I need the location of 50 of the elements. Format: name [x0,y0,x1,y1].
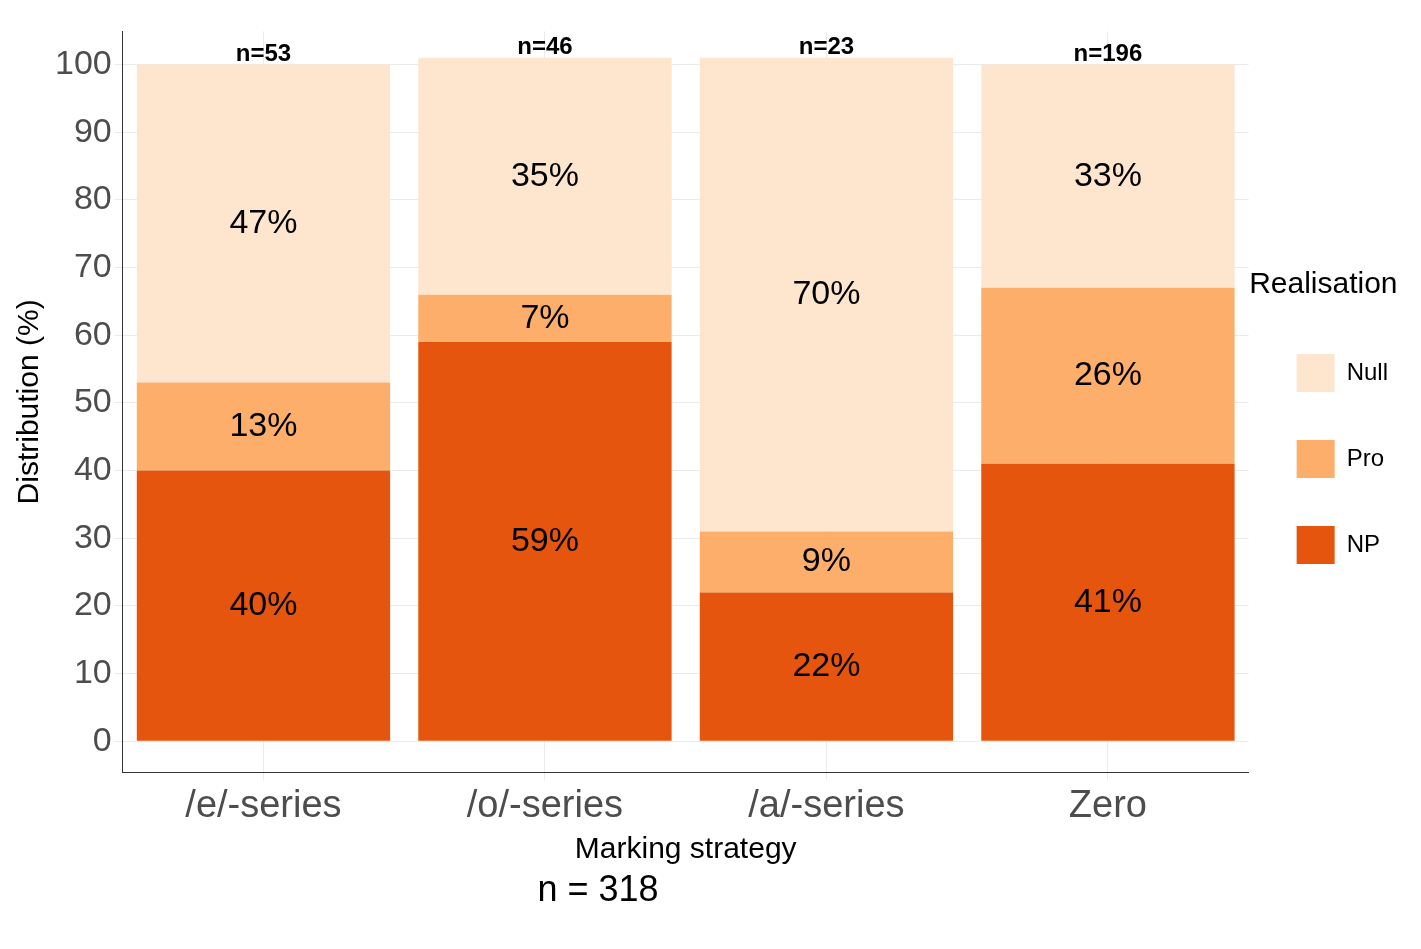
y-tick-label: 60 [73,313,112,352]
y-tick-label: 100 [54,42,112,81]
bar [136,470,391,741]
data-label: 35% [510,154,579,193]
legend-title: Realisation [1249,266,1398,300]
data-label: 70% [792,273,861,312]
data-label: 22% [792,644,861,683]
bar [699,592,954,741]
text: n = 318 [536,868,660,910]
x-tick-label: /e/-series [185,782,342,825]
legend-label: Pro [1346,443,1385,471]
bar [981,463,1235,741]
bar [136,64,391,383]
data-label: 59% [510,519,579,558]
data-label: 40% [229,584,298,623]
x-tick-label: /o/-series [466,782,624,825]
y-tick-label: 40 [73,448,112,487]
data-label: 26% [1073,354,1142,393]
legend-label: Null [1346,357,1388,385]
data-label: 33% [1073,154,1142,193]
data-label: 7% [520,296,570,335]
y-axis-title: Distribution (%) [11,299,45,505]
x-axis-title: Marking strategy [574,831,797,865]
data-label: 13% [229,404,298,443]
bar [418,294,672,343]
y-tick-label: 50 [73,381,112,420]
y-tick-label: 80 [73,178,112,217]
bar [699,531,954,593]
bar [136,382,391,471]
y-tick-label: 70 [73,245,112,284]
annotation: n=23 [798,32,855,60]
y-tick-label: 20 [73,584,112,623]
x-tick-label: /a/-series [748,782,905,825]
data-label: 47% [229,201,298,240]
legend-label: NP [1346,529,1380,557]
y-tick-label: 90 [73,110,112,149]
y-tick-label: 30 [73,516,112,555]
bar [418,57,672,295]
annotation: n=46 [517,32,573,60]
data-label: 41% [1073,580,1142,619]
bar [981,287,1235,464]
bar [699,57,954,532]
bar [981,64,1235,288]
x-tick-label: Zero [1068,782,1147,825]
annotation: n=196 [1073,39,1143,67]
data-label: 9% [801,540,851,579]
bar [418,342,672,741]
y-tick-label: 0 [92,719,112,758]
y-tick-label: 10 [73,651,112,690]
annotation: n=53 [235,39,292,67]
